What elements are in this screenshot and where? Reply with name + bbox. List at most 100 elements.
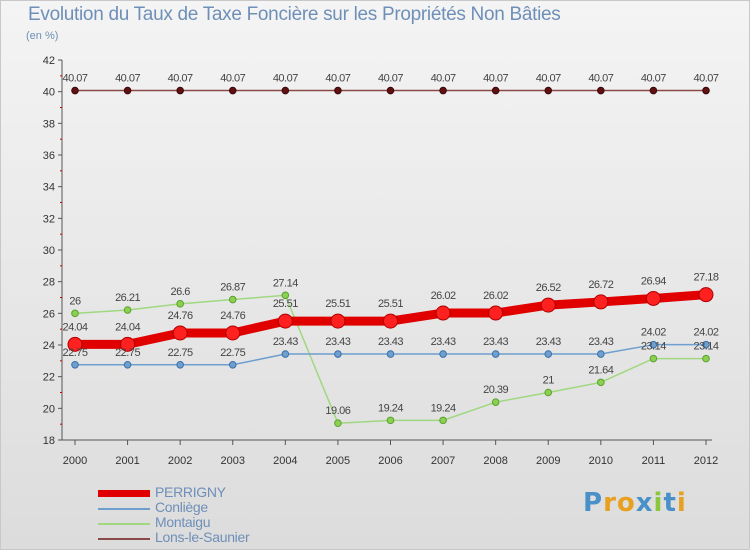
y-tick-label: 18 [43,435,55,447]
data-point [281,86,290,95]
y-tick-label: 36 [43,150,55,162]
logo-letter: P [583,488,604,518]
data-point [435,305,451,321]
series-conli-ge [71,340,710,369]
data-label: 40.07 [588,73,613,85]
x-tick-label: 2000 [63,455,87,467]
data-label: 26.87 [220,282,245,294]
data-point [281,350,290,358]
data-label: 40.07 [431,73,456,85]
legend-label: PERRIGNY [155,484,226,500]
legend-label: Lons-le-Saunier [155,529,250,545]
data-point [597,378,605,387]
y-tick-label: 32 [43,213,55,225]
data-point [172,325,188,341]
data-label: 27.14 [273,277,298,289]
data-point [544,350,553,358]
data-label: 23.43 [588,336,613,348]
data-point [386,350,395,358]
data-label: 23.43 [431,336,456,348]
data-label: 26.21 [115,292,140,304]
chart-title: Evolution du Taux de Taxe Foncière sur l… [28,4,561,25]
data-label: 27.18 [693,272,718,284]
x-tick-label: 2009 [536,455,560,467]
data-point [334,86,342,95]
y-tick-label: 20 [43,403,55,415]
data-label: 24.02 [641,327,666,339]
data-point [123,306,132,314]
data-point [702,354,710,363]
data-point [649,340,658,349]
data-label: 21.64 [588,364,613,376]
x-tick-label: 2006 [378,455,402,467]
x-tick-label: 2001 [115,455,139,467]
data-label: 40.07 [641,73,666,85]
data-point [120,336,136,352]
y-tick-label: 28 [43,277,55,289]
legend-swatch [98,490,150,497]
logo-letter: i [676,488,687,518]
data-point [71,309,79,318]
data-label: 25.51 [273,298,298,310]
x-tick-label: 2011 [642,455,666,467]
data-point [544,388,553,397]
data-label: 23.14 [693,341,718,353]
data-point [593,294,609,310]
x-tick-label: 2005 [326,455,350,467]
legend-label: Montaigu [155,514,211,530]
logo-letter: r [603,488,617,518]
data-label: 24.04 [62,321,87,333]
data-point [540,297,556,313]
data-point [698,287,714,303]
data-point [176,360,184,369]
data-point [491,350,500,358]
data-label: 40.07 [693,73,718,85]
data-label: 23.43 [378,336,403,348]
series-lons-le-saunier [71,86,710,95]
data-point [439,86,447,95]
data-point [491,398,500,406]
data-label: 23.43 [483,336,508,348]
y-tick-label: 26 [43,308,55,320]
proxiti-logo: Proxiti [583,488,687,518]
logo-letter: t [663,488,677,518]
data-label: 19.06 [325,405,350,417]
data-label: 40.07 [115,73,140,85]
data-point [702,340,710,349]
data-point [649,86,658,95]
data-label: 26.02 [483,290,508,302]
data-point [334,419,342,428]
series-montaigu [71,291,710,428]
labels-lons-le-saunier: 40.07 40.07 40.07 40.07 40.07 40.07 40.07 40.07… [62,73,719,85]
data-point [386,86,395,95]
x-tick-label: 2003 [221,455,245,467]
legend-label: Conliège [155,499,208,515]
legend-swatch [98,523,150,525]
data-label: 40.07 [220,73,245,85]
data-point [228,86,237,95]
data-label: 26.72 [588,279,613,291]
data-point [597,86,605,95]
logo-letter: i [653,488,664,518]
data-label: 23.43 [325,336,350,348]
x-tick-label: 2007 [431,455,455,467]
data-point [488,305,504,321]
data-point [228,360,237,369]
data-label: 25.51 [378,298,403,310]
x-tick-label: 2012 [694,455,718,467]
data-point [645,290,661,306]
data-point [491,86,500,95]
logo-letter: x [635,488,654,518]
y-tick-label: 38 [43,118,55,130]
data-label: 25.51 [325,298,350,310]
y-tick-label: 24 [43,340,55,352]
data-label: 20.39 [483,384,508,396]
data-label: 26.6 [170,286,190,298]
labels-conli-ge: 22.75 22.75 22.75 22.75 23.43 23.43 23.43 23.43… [62,327,719,359]
data-label: 26.02 [431,290,456,302]
data-label: 40.07 [325,73,350,85]
data-label: 22.75 [168,347,193,359]
data-point [176,86,184,95]
data-label: 19.24 [431,402,456,414]
